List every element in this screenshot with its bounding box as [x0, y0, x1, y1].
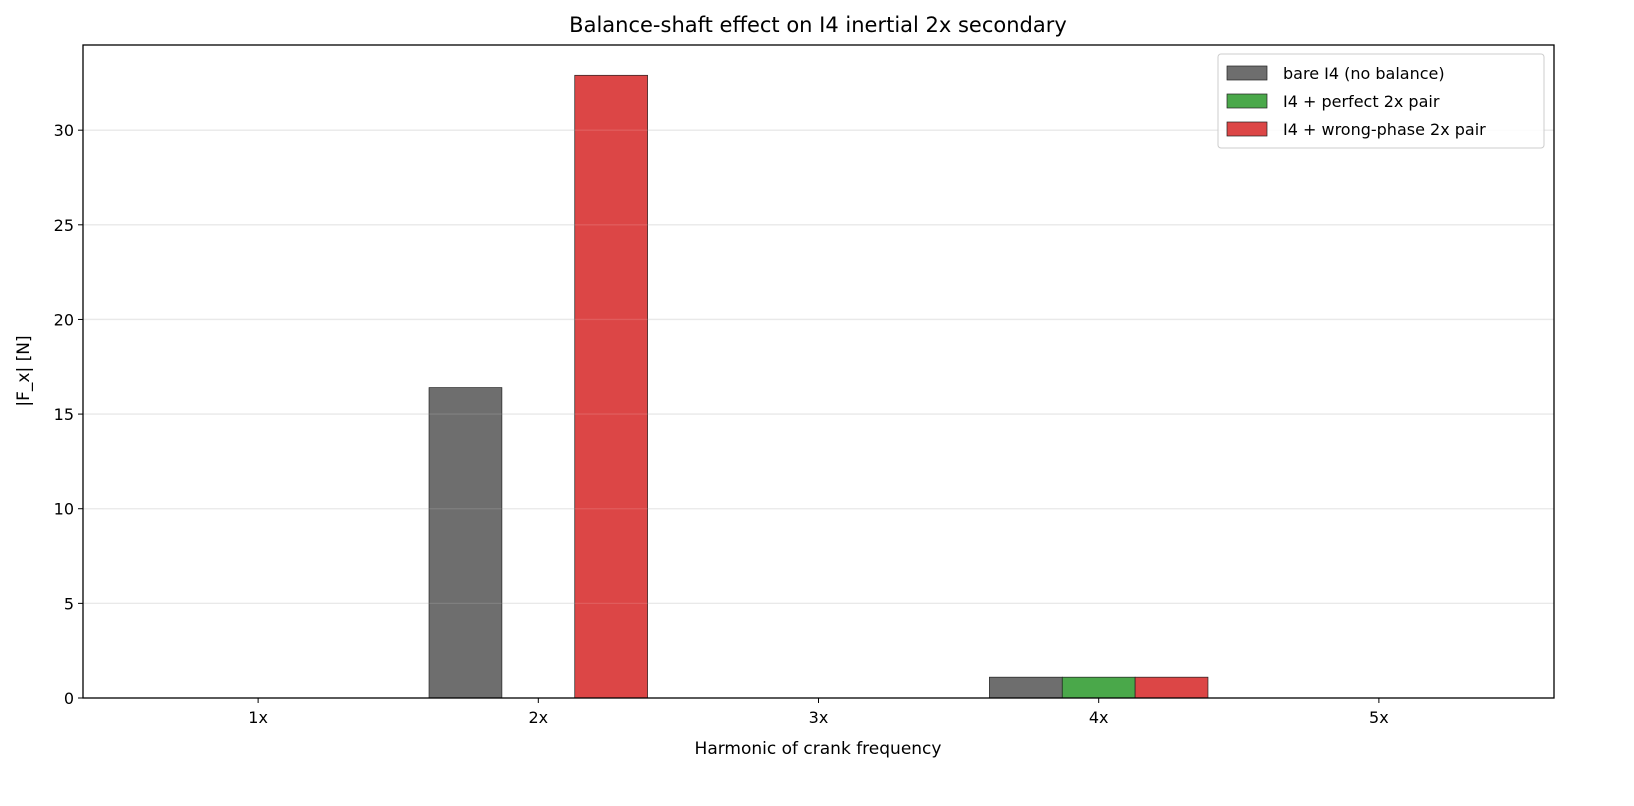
bar [428, 387, 503, 699]
y-tick-label: 20 [54, 310, 74, 329]
legend-swatch [1226, 93, 1268, 109]
bar [989, 676, 1063, 699]
bar [574, 74, 648, 699]
x-axis-label: Harmonic of crank frequency [695, 739, 942, 759]
x-tick-label: 1x [248, 708, 268, 727]
legend-label: I4 + wrong-phase 2x pair [1283, 120, 1486, 139]
legend-swatch [1226, 65, 1268, 81]
x-tick-label: 2x [528, 708, 548, 727]
y-tick-label: 30 [54, 121, 74, 140]
y-tick-label: 0 [64, 689, 74, 708]
bar [1061, 676, 1136, 699]
legend-frame [1217, 53, 1545, 149]
x-tick-label: 4x [1089, 708, 1109, 727]
legend-swatch [1226, 121, 1268, 137]
y-axis-label: |F_x| [N] [14, 335, 34, 406]
bar [1134, 676, 1209, 699]
x-tick-label: 5x [1369, 708, 1389, 727]
y-tick-label: 10 [54, 500, 74, 519]
legend-label: bare I4 (no balance) [1283, 64, 1445, 83]
legend-label: I4 + perfect 2x pair [1283, 92, 1440, 111]
y-tick-label: 25 [54, 216, 74, 235]
legend: bare I4 (no balance) I4 + perfect 2x pair… [1217, 53, 1545, 149]
chart-title: Balance-shaft effect on I4 inertial 2x s… [569, 13, 1067, 37]
x-tick-label: 3x [809, 708, 829, 727]
y-tick-label: 5 [64, 594, 74, 613]
y-tick-label: 15 [54, 405, 74, 424]
